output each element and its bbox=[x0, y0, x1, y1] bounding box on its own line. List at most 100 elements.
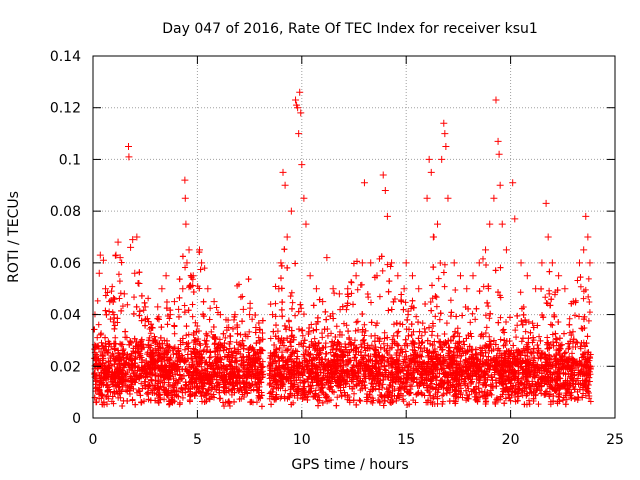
data-point bbox=[460, 338, 467, 345]
data-point bbox=[404, 316, 411, 323]
data-point bbox=[319, 330, 326, 337]
data-point bbox=[585, 317, 592, 324]
data-point bbox=[237, 294, 244, 301]
data-point bbox=[486, 315, 493, 322]
data-point bbox=[219, 399, 226, 406]
data-point bbox=[527, 329, 534, 336]
data-point bbox=[287, 293, 294, 300]
data-point bbox=[181, 302, 188, 309]
data-point bbox=[108, 398, 115, 405]
data-point bbox=[586, 395, 593, 402]
data-point bbox=[380, 340, 387, 347]
data-point bbox=[107, 316, 114, 323]
data-point bbox=[200, 298, 207, 305]
data-point bbox=[430, 394, 437, 401]
data-point bbox=[181, 346, 188, 353]
data-point bbox=[440, 391, 447, 398]
data-point bbox=[282, 387, 289, 394]
data-point bbox=[436, 339, 443, 346]
data-point bbox=[388, 306, 395, 313]
data-point bbox=[585, 293, 592, 300]
data-point bbox=[223, 316, 230, 323]
data-point bbox=[390, 298, 397, 305]
data-point bbox=[239, 318, 246, 325]
data-point bbox=[535, 347, 542, 354]
data-point bbox=[145, 295, 152, 302]
data-point bbox=[408, 305, 415, 312]
data-point bbox=[91, 326, 98, 333]
data-point bbox=[340, 384, 347, 391]
data-point bbox=[513, 334, 520, 341]
data-point bbox=[234, 282, 241, 289]
data-point bbox=[311, 335, 318, 342]
data-point bbox=[368, 342, 375, 349]
data-point bbox=[435, 351, 442, 358]
data-point bbox=[500, 326, 507, 333]
data-point bbox=[436, 316, 443, 323]
data-point bbox=[197, 266, 204, 273]
data-point bbox=[381, 329, 388, 336]
data-point bbox=[222, 334, 229, 341]
data-point bbox=[195, 328, 202, 335]
data-point bbox=[534, 350, 541, 357]
data-point bbox=[188, 355, 195, 362]
data-point bbox=[421, 325, 428, 332]
data-point bbox=[410, 328, 417, 335]
data-point bbox=[138, 292, 145, 299]
data-point bbox=[562, 349, 569, 356]
data-point bbox=[171, 330, 178, 337]
data-point bbox=[483, 324, 490, 331]
data-point bbox=[514, 322, 521, 329]
data-point bbox=[483, 261, 490, 268]
data-point bbox=[457, 353, 464, 360]
data-point bbox=[546, 290, 553, 297]
data-point bbox=[279, 349, 286, 356]
data-point bbox=[379, 267, 386, 274]
chart-title: Day 047 of 2016, Rate Of TEC Index for r… bbox=[162, 21, 538, 37]
data-point bbox=[129, 396, 136, 403]
data-point bbox=[250, 386, 257, 393]
data-point bbox=[482, 312, 489, 319]
data-point bbox=[112, 252, 119, 259]
data-point bbox=[292, 312, 299, 319]
data-point bbox=[586, 309, 593, 316]
data-point bbox=[124, 301, 131, 308]
data-point bbox=[357, 397, 364, 404]
data-point bbox=[544, 334, 551, 341]
data-point bbox=[247, 305, 254, 312]
data-point bbox=[361, 344, 368, 351]
data-point bbox=[289, 299, 296, 306]
data-point bbox=[441, 283, 448, 290]
data-point bbox=[163, 298, 170, 305]
data-point bbox=[274, 328, 281, 335]
data-point bbox=[267, 301, 274, 308]
data-point bbox=[213, 304, 220, 311]
data-point bbox=[422, 300, 429, 307]
data-point bbox=[286, 324, 293, 331]
data-point bbox=[518, 338, 525, 345]
data-point bbox=[486, 333, 493, 340]
data-point bbox=[147, 330, 154, 337]
data-point bbox=[585, 275, 592, 282]
data-point bbox=[525, 318, 532, 325]
data-point bbox=[407, 352, 414, 359]
data-point bbox=[529, 320, 536, 327]
data-point bbox=[117, 290, 124, 297]
data-point bbox=[380, 402, 387, 409]
data-point bbox=[98, 395, 105, 402]
data-point bbox=[114, 391, 121, 398]
data-point bbox=[384, 261, 391, 268]
data-point bbox=[298, 305, 305, 312]
data-point bbox=[571, 312, 578, 319]
data-point bbox=[207, 391, 214, 398]
data-point bbox=[398, 291, 405, 298]
data-point bbox=[259, 329, 266, 336]
data-point bbox=[485, 303, 492, 310]
data-point bbox=[288, 289, 295, 296]
data-point bbox=[249, 316, 256, 323]
data-point bbox=[284, 264, 291, 271]
data-point bbox=[374, 335, 381, 342]
data-point bbox=[268, 401, 275, 408]
data-point bbox=[402, 348, 409, 355]
data-point bbox=[394, 365, 401, 372]
